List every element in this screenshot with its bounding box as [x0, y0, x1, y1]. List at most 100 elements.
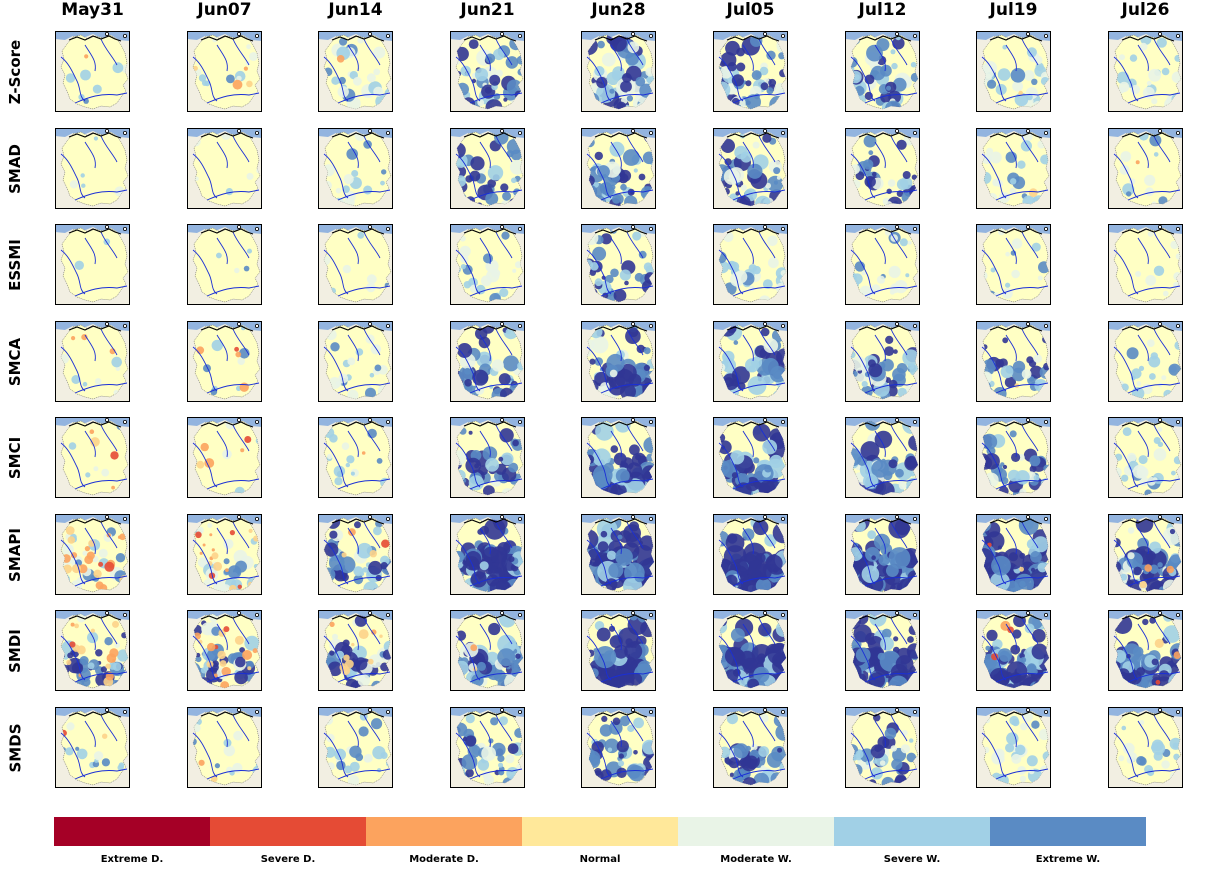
- wet-patch: [872, 171, 877, 177]
- river-line: [206, 189, 260, 201]
- map-smad-jul26: [1108, 128, 1183, 209]
- wet-patch: [638, 250, 647, 259]
- map-smca-jul05: [713, 321, 788, 402]
- river-line: [981, 635, 1007, 681]
- wet-patch: [616, 668, 630, 683]
- coastline: [858, 711, 912, 718]
- wet-patch: [512, 439, 519, 447]
- map-panel-svg: [713, 417, 788, 498]
- column-title-jul12: Jul12: [858, 0, 907, 20]
- wet-patch: [890, 745, 897, 752]
- river-line: [995, 671, 1049, 683]
- map-frame: [55, 707, 130, 788]
- map-panel-svg: [845, 610, 920, 691]
- wet-patch: [1006, 732, 1019, 745]
- river-line: [1153, 135, 1171, 163]
- map-smdi-may31: [55, 610, 130, 691]
- coastline: [989, 614, 1043, 621]
- dry-patch: [234, 346, 239, 352]
- river-line: [347, 527, 359, 555]
- wet-patch: [729, 772, 735, 777]
- map-smca-jun28: [581, 321, 656, 402]
- wet-patch: [114, 642, 120, 648]
- soil-moisture-field: [456, 518, 523, 592]
- sea: [450, 321, 525, 331]
- wet-patch: [893, 349, 898, 354]
- dry-patch: [206, 660, 214, 668]
- river-line: [363, 231, 381, 259]
- map-essmi-jul26: [1108, 224, 1183, 305]
- island-marker: [500, 610, 505, 616]
- wet-patch: [879, 760, 886, 766]
- dry-patch: [219, 660, 227, 667]
- wet-patch: [357, 674, 371, 687]
- river-line: [890, 38, 908, 66]
- wet-patch: [1005, 151, 1017, 163]
- wet-patch: [1153, 751, 1163, 761]
- coastline: [68, 228, 122, 235]
- map-smci-jun21: [450, 417, 525, 498]
- coastline: [463, 325, 517, 332]
- river-line: [363, 328, 381, 356]
- river-line: [1005, 527, 1017, 555]
- wet-patch: [1127, 552, 1135, 560]
- wet-patch: [93, 136, 98, 141]
- map-frame: [845, 31, 920, 112]
- wet-patch: [865, 547, 880, 562]
- sea: [976, 128, 1051, 138]
- coastline: [200, 132, 254, 139]
- river-line: [1127, 382, 1181, 394]
- river-line: [100, 424, 118, 452]
- wet-patch: [235, 560, 247, 573]
- river-line: [732, 92, 786, 104]
- wet-patch: [345, 462, 350, 468]
- wet-patch: [719, 530, 730, 547]
- dry-patch: [242, 650, 253, 660]
- wet-patch: [503, 97, 508, 102]
- river-line: [1113, 539, 1139, 585]
- wet-patch: [1012, 629, 1022, 639]
- wet-patch: [886, 188, 892, 194]
- river-line: [1021, 424, 1039, 452]
- river-line: [742, 141, 754, 169]
- map-smad-jun14: [318, 128, 393, 209]
- river-line: [600, 575, 654, 587]
- wet-patch: [1031, 78, 1038, 85]
- wet-patch: [1009, 430, 1017, 438]
- wet-patch: [465, 714, 475, 724]
- wet-patch: [1157, 441, 1164, 448]
- river-line: [84, 430, 96, 458]
- wet-patch: [629, 444, 640, 456]
- river-line: [495, 521, 513, 549]
- wet-patch: [867, 530, 877, 540]
- wet-patch: [82, 550, 88, 556]
- map-smci-may31: [55, 417, 130, 498]
- map-smca-may31: [55, 321, 130, 402]
- country-shape: [192, 227, 261, 303]
- dry-patch: [232, 79, 243, 90]
- wet-patch: [622, 72, 632, 83]
- wet-patch: [373, 86, 384, 97]
- river-line: [1113, 153, 1139, 199]
- wet-patch: [1011, 452, 1021, 462]
- wet-patch: [1121, 725, 1127, 731]
- coastline: [1121, 228, 1175, 235]
- map-panel-svg: [318, 31, 393, 112]
- dry-patch: [1144, 564, 1152, 572]
- river-line: [1005, 141, 1017, 169]
- wet-patch: [515, 261, 522, 269]
- wet-patch: [752, 423, 771, 442]
- wet-patch: [486, 574, 499, 587]
- dry-patch: [105, 663, 111, 669]
- map-smca-jul19: [976, 321, 1051, 402]
- island-marker: [368, 707, 373, 713]
- island-marker: [781, 420, 786, 425]
- wet-patch: [508, 556, 515, 563]
- wet-patch: [480, 275, 492, 287]
- wet-patch: [474, 463, 479, 469]
- map-frame: [318, 224, 393, 305]
- map-panel-svg: [1108, 128, 1183, 209]
- wet-patch: [628, 373, 642, 387]
- river-line: [323, 153, 349, 199]
- wet-patch: [592, 561, 598, 567]
